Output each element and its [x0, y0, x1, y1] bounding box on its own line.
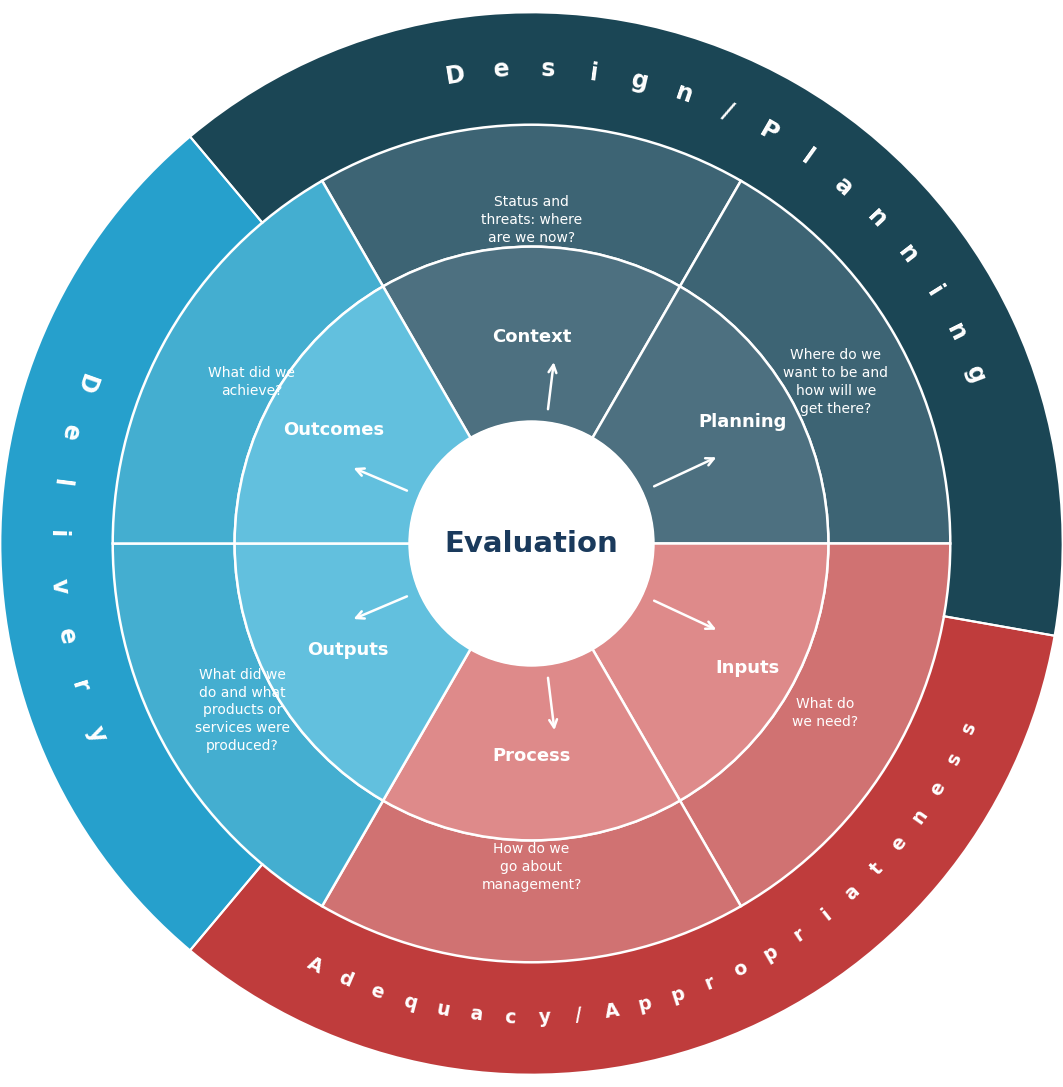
Text: p: p [637, 994, 654, 1015]
Text: Context: Context [492, 328, 571, 346]
Wedge shape [190, 13, 1062, 636]
Wedge shape [383, 649, 680, 840]
Wedge shape [1, 137, 263, 950]
Wedge shape [190, 616, 1053, 1074]
Text: D: D [444, 62, 468, 88]
Text: n: n [893, 240, 922, 268]
Text: What did we
do and what
products or
services were
produced?: What did we do and what products or serv… [195, 667, 290, 753]
Text: a: a [841, 882, 863, 904]
Text: Status and
threats: where
are we now?: Status and threats: where are we now? [480, 196, 583, 245]
Text: i: i [589, 61, 600, 86]
Text: What do
we need?: What do we need? [792, 697, 859, 729]
Text: i: i [45, 530, 69, 539]
Text: /: / [719, 99, 737, 124]
Text: A: A [603, 1000, 621, 1022]
Text: v: v [47, 577, 71, 595]
Text: e: e [53, 626, 80, 647]
Text: y: y [538, 1008, 551, 1027]
Text: n: n [673, 80, 696, 109]
Text: s: s [944, 749, 965, 767]
Wedge shape [592, 544, 828, 801]
Text: r: r [702, 973, 718, 994]
Text: e: e [927, 778, 949, 799]
Text: y: y [83, 723, 112, 746]
Text: g: g [629, 68, 651, 96]
Text: Evaluation: Evaluation [444, 529, 619, 558]
Text: Process: Process [492, 747, 571, 764]
Wedge shape [383, 247, 680, 438]
Text: a: a [830, 172, 858, 201]
Text: n: n [942, 320, 971, 346]
Wedge shape [592, 286, 828, 544]
Wedge shape [235, 286, 471, 544]
Text: n: n [908, 805, 931, 827]
Text: p: p [760, 941, 781, 965]
Wedge shape [113, 544, 383, 907]
Text: u: u [435, 999, 452, 1021]
Text: i: i [922, 283, 946, 302]
Text: Inputs: Inputs [715, 659, 779, 677]
Text: o: o [730, 958, 750, 980]
Text: n: n [863, 204, 892, 233]
Text: s: s [958, 719, 980, 737]
Wedge shape [680, 180, 950, 544]
Text: /: / [574, 1005, 583, 1025]
Text: Outputs: Outputs [307, 640, 389, 659]
Text: c: c [505, 1008, 517, 1027]
Text: r: r [790, 925, 809, 946]
Text: l: l [797, 146, 817, 170]
Text: p: p [669, 984, 687, 1005]
Text: e: e [888, 833, 910, 854]
Text: a: a [469, 1004, 484, 1025]
Text: D: D [70, 371, 100, 397]
Wedge shape [322, 125, 741, 286]
Text: i: i [819, 905, 834, 925]
Text: Planning: Planning [698, 413, 787, 430]
Text: t: t [866, 860, 887, 879]
Text: l: l [49, 477, 73, 489]
Text: A: A [304, 954, 325, 977]
Wedge shape [235, 544, 471, 801]
Text: e: e [493, 58, 510, 83]
Text: s: s [541, 58, 556, 82]
Text: d: d [336, 969, 356, 991]
Text: r: r [66, 677, 92, 696]
Text: How do we
go about
management?: How do we go about management? [482, 842, 581, 891]
Text: q: q [401, 991, 419, 1013]
Circle shape [409, 422, 654, 665]
Text: What did we
achieve?: What did we achieve? [208, 366, 294, 398]
Text: P: P [755, 117, 782, 148]
Text: Outcomes: Outcomes [284, 421, 385, 438]
Wedge shape [113, 180, 383, 544]
Wedge shape [322, 801, 741, 962]
Text: e: e [56, 422, 84, 443]
Text: Where do we
want to be and
how will we
get there?: Where do we want to be and how will we g… [783, 348, 889, 415]
Text: e: e [368, 982, 387, 1003]
Wedge shape [680, 544, 950, 907]
Text: g: g [961, 363, 990, 387]
